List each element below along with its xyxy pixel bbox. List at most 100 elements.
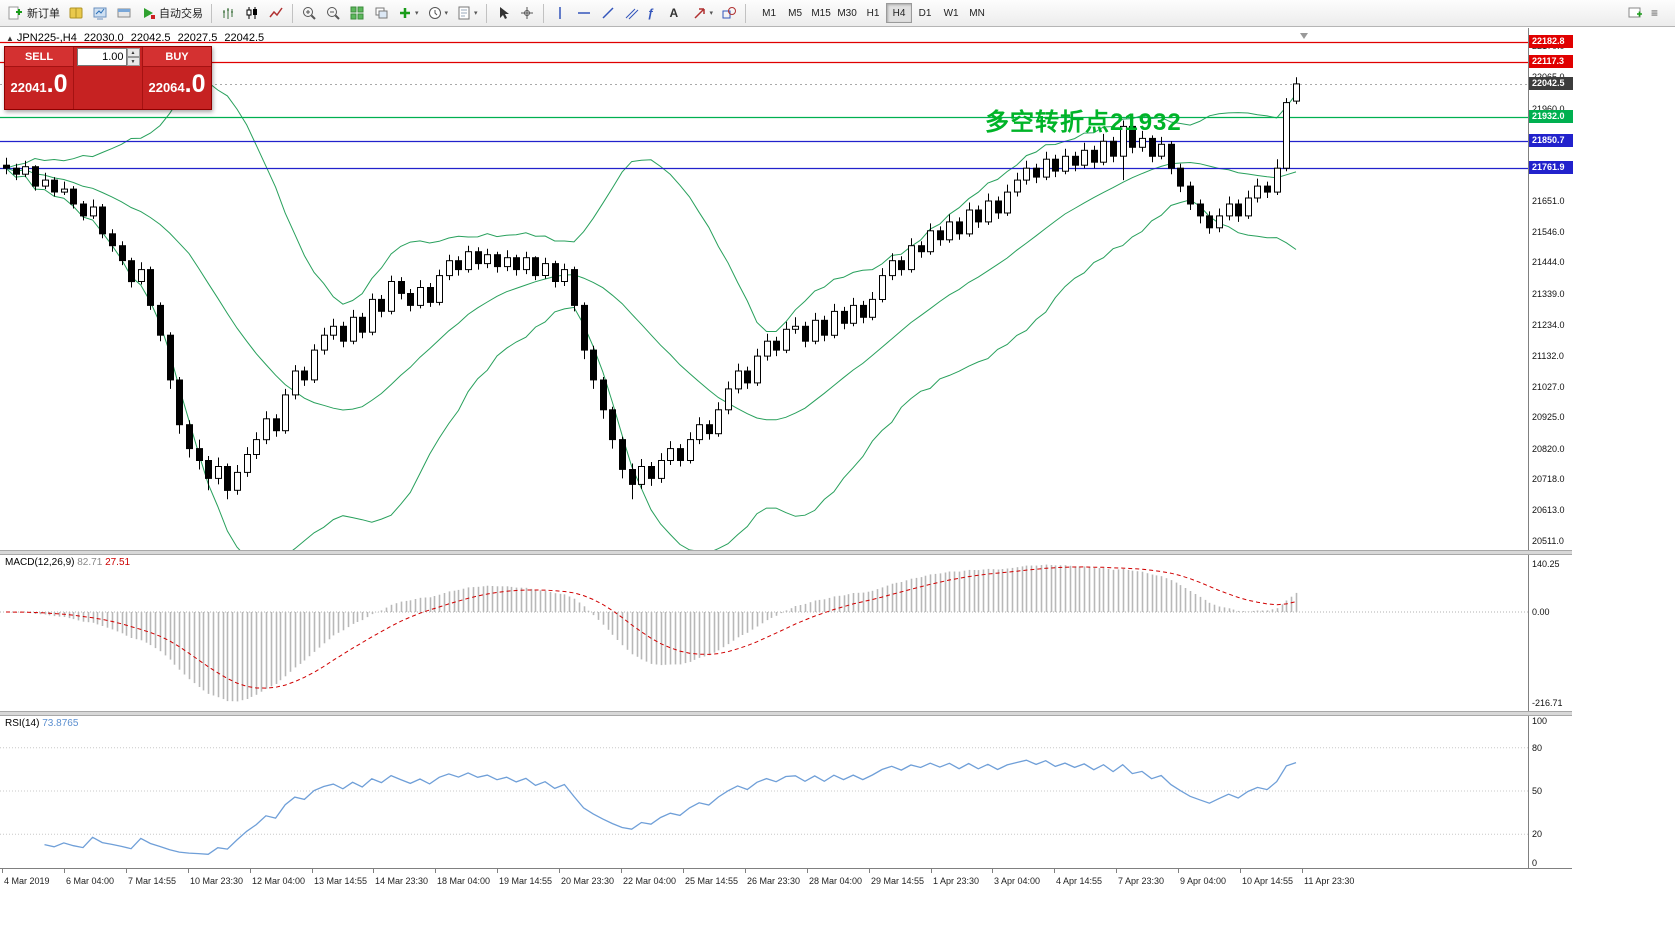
- macd-panel[interactable]: MACD(12,26,9) 82.71 27.51: [0, 555, 1528, 711]
- time-tick: [435, 869, 436, 873]
- volume-down-button[interactable]: ▼: [126, 57, 140, 66]
- tile-windows-button[interactable]: [345, 2, 369, 24]
- history-button[interactable]: [64, 2, 88, 24]
- bar-chart-button[interactable]: [216, 2, 240, 24]
- dropdown-caret-icon: ▾: [474, 10, 478, 17]
- arrow-icon: [694, 8, 705, 19]
- timeframe-m1[interactable]: M1: [756, 3, 782, 23]
- new-order-label: 新订单: [27, 8, 60, 20]
- window-list-button[interactable]: ≡: [1647, 2, 1669, 24]
- toolbar-right-group: ≡: [1623, 2, 1669, 24]
- timeframe-m5[interactable]: M5: [782, 3, 808, 23]
- price-tick: 20925.0: [1532, 412, 1565, 422]
- cascade-windows-icon: [375, 7, 388, 19]
- time-label: 7 Mar 14:55: [128, 876, 177, 886]
- rsi-axis-tick: 80: [1532, 743, 1543, 753]
- volume-input[interactable]: [76, 48, 127, 66]
- new-order-button[interactable]: 新订单: [4, 2, 64, 24]
- timeframe-w1[interactable]: W1: [938, 3, 964, 23]
- candlestick-chart-button[interactable]: [240, 2, 264, 24]
- timeframe-h4[interactable]: H4: [886, 3, 913, 23]
- sell-button[interactable]: SELL: [5, 47, 73, 67]
- timeframe-d1[interactable]: D1: [912, 3, 938, 23]
- time-axis[interactable]: 4 Mar 2019 6 Mar 04:00 7 Mar 14:55 10 Mar 2…: [0, 868, 1572, 893]
- fibonacci-button[interactable]: ƒ: [644, 2, 666, 24]
- symbol-info: ▲ JPN225-,H4 22030.0 22042.5 22027.5 2204…: [6, 32, 268, 44]
- indicators-button[interactable]: ▾: [393, 2, 423, 24]
- time-label: 6 Mar 04:00: [66, 876, 115, 886]
- trendline-button[interactable]: [596, 2, 620, 24]
- terminal-button[interactable]: [112, 2, 136, 24]
- rsi-panel[interactable]: RSI(14) 73.8765: [0, 716, 1528, 868]
- panel-separator[interactable]: [0, 711, 1572, 716]
- chart-window: ▲ JPN225-,H4 22030.0 22042.5 22027.5 2204…: [0, 28, 1573, 893]
- time-tick: [931, 869, 932, 873]
- toolbar-separator: [292, 3, 293, 23]
- cascade-windows-button[interactable]: [369, 2, 393, 24]
- rsi-svg: [0, 747, 1528, 855]
- timeframe-mn[interactable]: MN: [964, 3, 990, 23]
- new-chart-button[interactable]: [1623, 2, 1647, 24]
- one-click-collapse-icon[interactable]: ▲: [6, 34, 14, 43]
- autotrading-label: 自动交易: [159, 8, 203, 20]
- time-label: 10 Apr 14:55: [1242, 876, 1294, 886]
- time-label: 4 Apr 14:55: [1056, 876, 1103, 886]
- sell-price[interactable]: 22041.0: [10, 70, 68, 98]
- zoom-out-button[interactable]: [321, 2, 345, 24]
- time-label: 12 Mar 04:00: [252, 876, 306, 886]
- buy-button[interactable]: BUY: [143, 47, 211, 67]
- time-label: 13 Mar 14:55: [314, 876, 368, 886]
- crosshair-button[interactable]: [515, 2, 539, 24]
- market-watch-icon: [93, 7, 107, 20]
- time-tick: [1240, 869, 1241, 873]
- timeframe-m30[interactable]: M30: [834, 3, 860, 23]
- text-button[interactable]: A: [666, 2, 688, 24]
- tile-windows-icon: [350, 6, 364, 20]
- symbol-title: JPN225-,H4: [16, 32, 77, 44]
- channel-button[interactable]: [620, 2, 644, 24]
- time-tick: [188, 869, 189, 873]
- bollinger-lower: [5, 167, 1297, 550]
- price-line-label: 21761.9: [1529, 161, 1573, 174]
- volume-up-button[interactable]: ▲: [126, 48, 140, 57]
- new-chart-icon: [1628, 7, 1642, 18]
- price-line-label: 22182.8: [1529, 35, 1573, 48]
- vertical-line-button[interactable]: [548, 2, 572, 24]
- timeframe-h1[interactable]: H1: [860, 3, 886, 23]
- timeframe-m15[interactable]: M15: [808, 3, 834, 23]
- arrow-button[interactable]: ▾: [688, 2, 718, 24]
- time-tick: [1116, 869, 1117, 873]
- market-watch-button[interactable]: [88, 2, 112, 24]
- templates-button[interactable]: ▾: [452, 2, 482, 24]
- time-label: 7 Apr 23:30: [1118, 876, 1165, 886]
- templates-icon: [458, 6, 470, 20]
- cursor-button[interactable]: [491, 2, 515, 24]
- periods-button[interactable]: ▾: [423, 2, 453, 24]
- horizontal-line-button[interactable]: [572, 2, 596, 24]
- shapes-icon: [722, 7, 737, 19]
- rsi-axis-tick: 100: [1532, 716, 1548, 726]
- panel-separator[interactable]: [0, 550, 1572, 555]
- rsi-axis-tick: 50: [1532, 786, 1543, 796]
- candlestick-chart-icon: [246, 7, 257, 19]
- current-price-label: 22042.5: [1529, 77, 1573, 90]
- channel-icon: [625, 8, 638, 20]
- price-tick: 21132.0: [1532, 351, 1564, 361]
- price-axis[interactable]: 22170.022065.021960.021855.021751.021651…: [1528, 28, 1573, 868]
- macd-signal-value: 27.51: [105, 557, 131, 568]
- buy-price[interactable]: 22064.0: [148, 70, 206, 98]
- cursor-icon: [499, 7, 509, 19]
- trendline-icon: [602, 7, 614, 19]
- autotrading-button[interactable]: 自动交易: [136, 2, 207, 24]
- shapes-button[interactable]: [717, 2, 741, 24]
- vertical-line-icon: [558, 7, 561, 19]
- timeframe-group: M1 M5 M15 M30 H1 H4 D1 W1 MN: [756, 3, 990, 23]
- line-chart-button[interactable]: [264, 2, 288, 24]
- zoom-in-button[interactable]: [297, 2, 321, 24]
- time-tick: [869, 869, 870, 873]
- time-label: 3 Apr 04:00: [994, 876, 1041, 886]
- main-chart-panel[interactable]: ▲ JPN225-,H4 22030.0 22042.5 22027.5 2204…: [0, 28, 1528, 550]
- price-tick: 21027.0: [1532, 382, 1565, 392]
- time-tick: [2, 869, 3, 873]
